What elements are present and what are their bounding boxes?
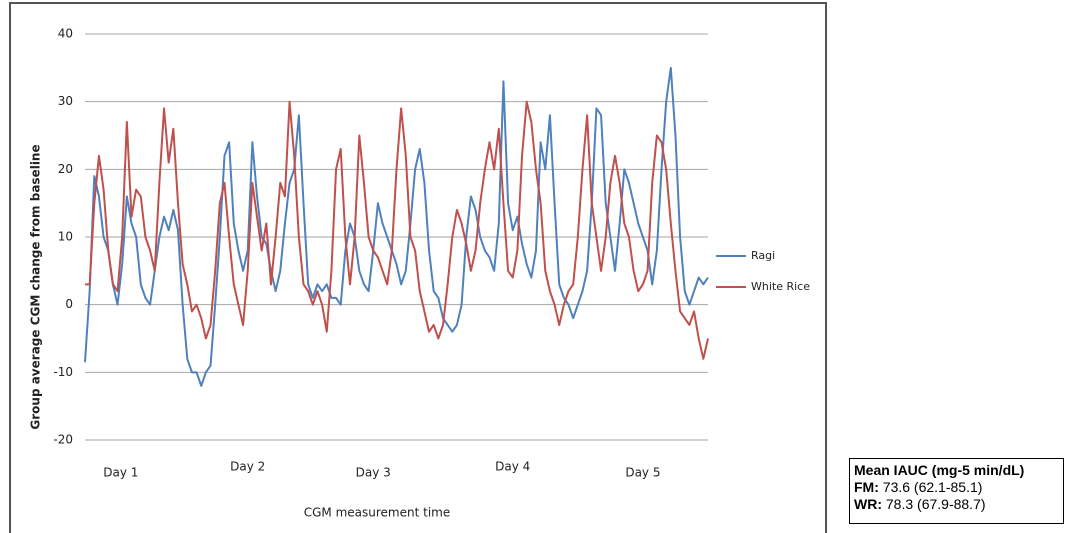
y-tick-label: 10 (58, 230, 73, 244)
series-line (84, 66, 709, 387)
y-tick-label: -10 (53, 365, 73, 379)
y-tick-label: 0 (65, 297, 73, 311)
x-tick-label: Day 2 (230, 460, 265, 474)
y-axis-label: Group average CGM change from baseline (29, 144, 43, 429)
x-tick-label: Day 3 (356, 466, 391, 480)
annotation-title: Mean IAUC (mg-5 min/dL) (854, 462, 1025, 478)
legend-label: White Rice (751, 280, 810, 293)
x-tick-label: Day 1 (103, 466, 138, 480)
annotation-label: FM: (854, 479, 879, 495)
annotation-box: Mean IAUC (mg-5 min/dL) FM: 73.6 (62.1-8… (849, 458, 1064, 524)
series-line (85, 100, 709, 360)
y-tick-label: 40 (58, 27, 73, 41)
chart-frame (9, 2, 827, 533)
y-tick-label: 20 (58, 162, 73, 176)
annotation-line: FM: 73.6 (62.1-85.1) (854, 479, 1059, 496)
x-tick-label: Day 4 (495, 460, 530, 474)
annotation-text: 78.3 (67.9-88.7) (885, 496, 986, 512)
annotation-line: WR: 78.3 (67.9-88.7) (854, 496, 1059, 513)
y-tick-label: 30 (58, 94, 73, 108)
y-tick-label: -20 (53, 433, 73, 447)
legend-label: Ragi (751, 249, 775, 262)
x-axis-label: CGM measurement time (304, 506, 451, 520)
annotation-text: 73.6 (62.1-85.1) (882, 479, 983, 495)
annotation-label: WR: (854, 496, 882, 512)
x-tick-label: Day 5 (625, 466, 660, 480)
